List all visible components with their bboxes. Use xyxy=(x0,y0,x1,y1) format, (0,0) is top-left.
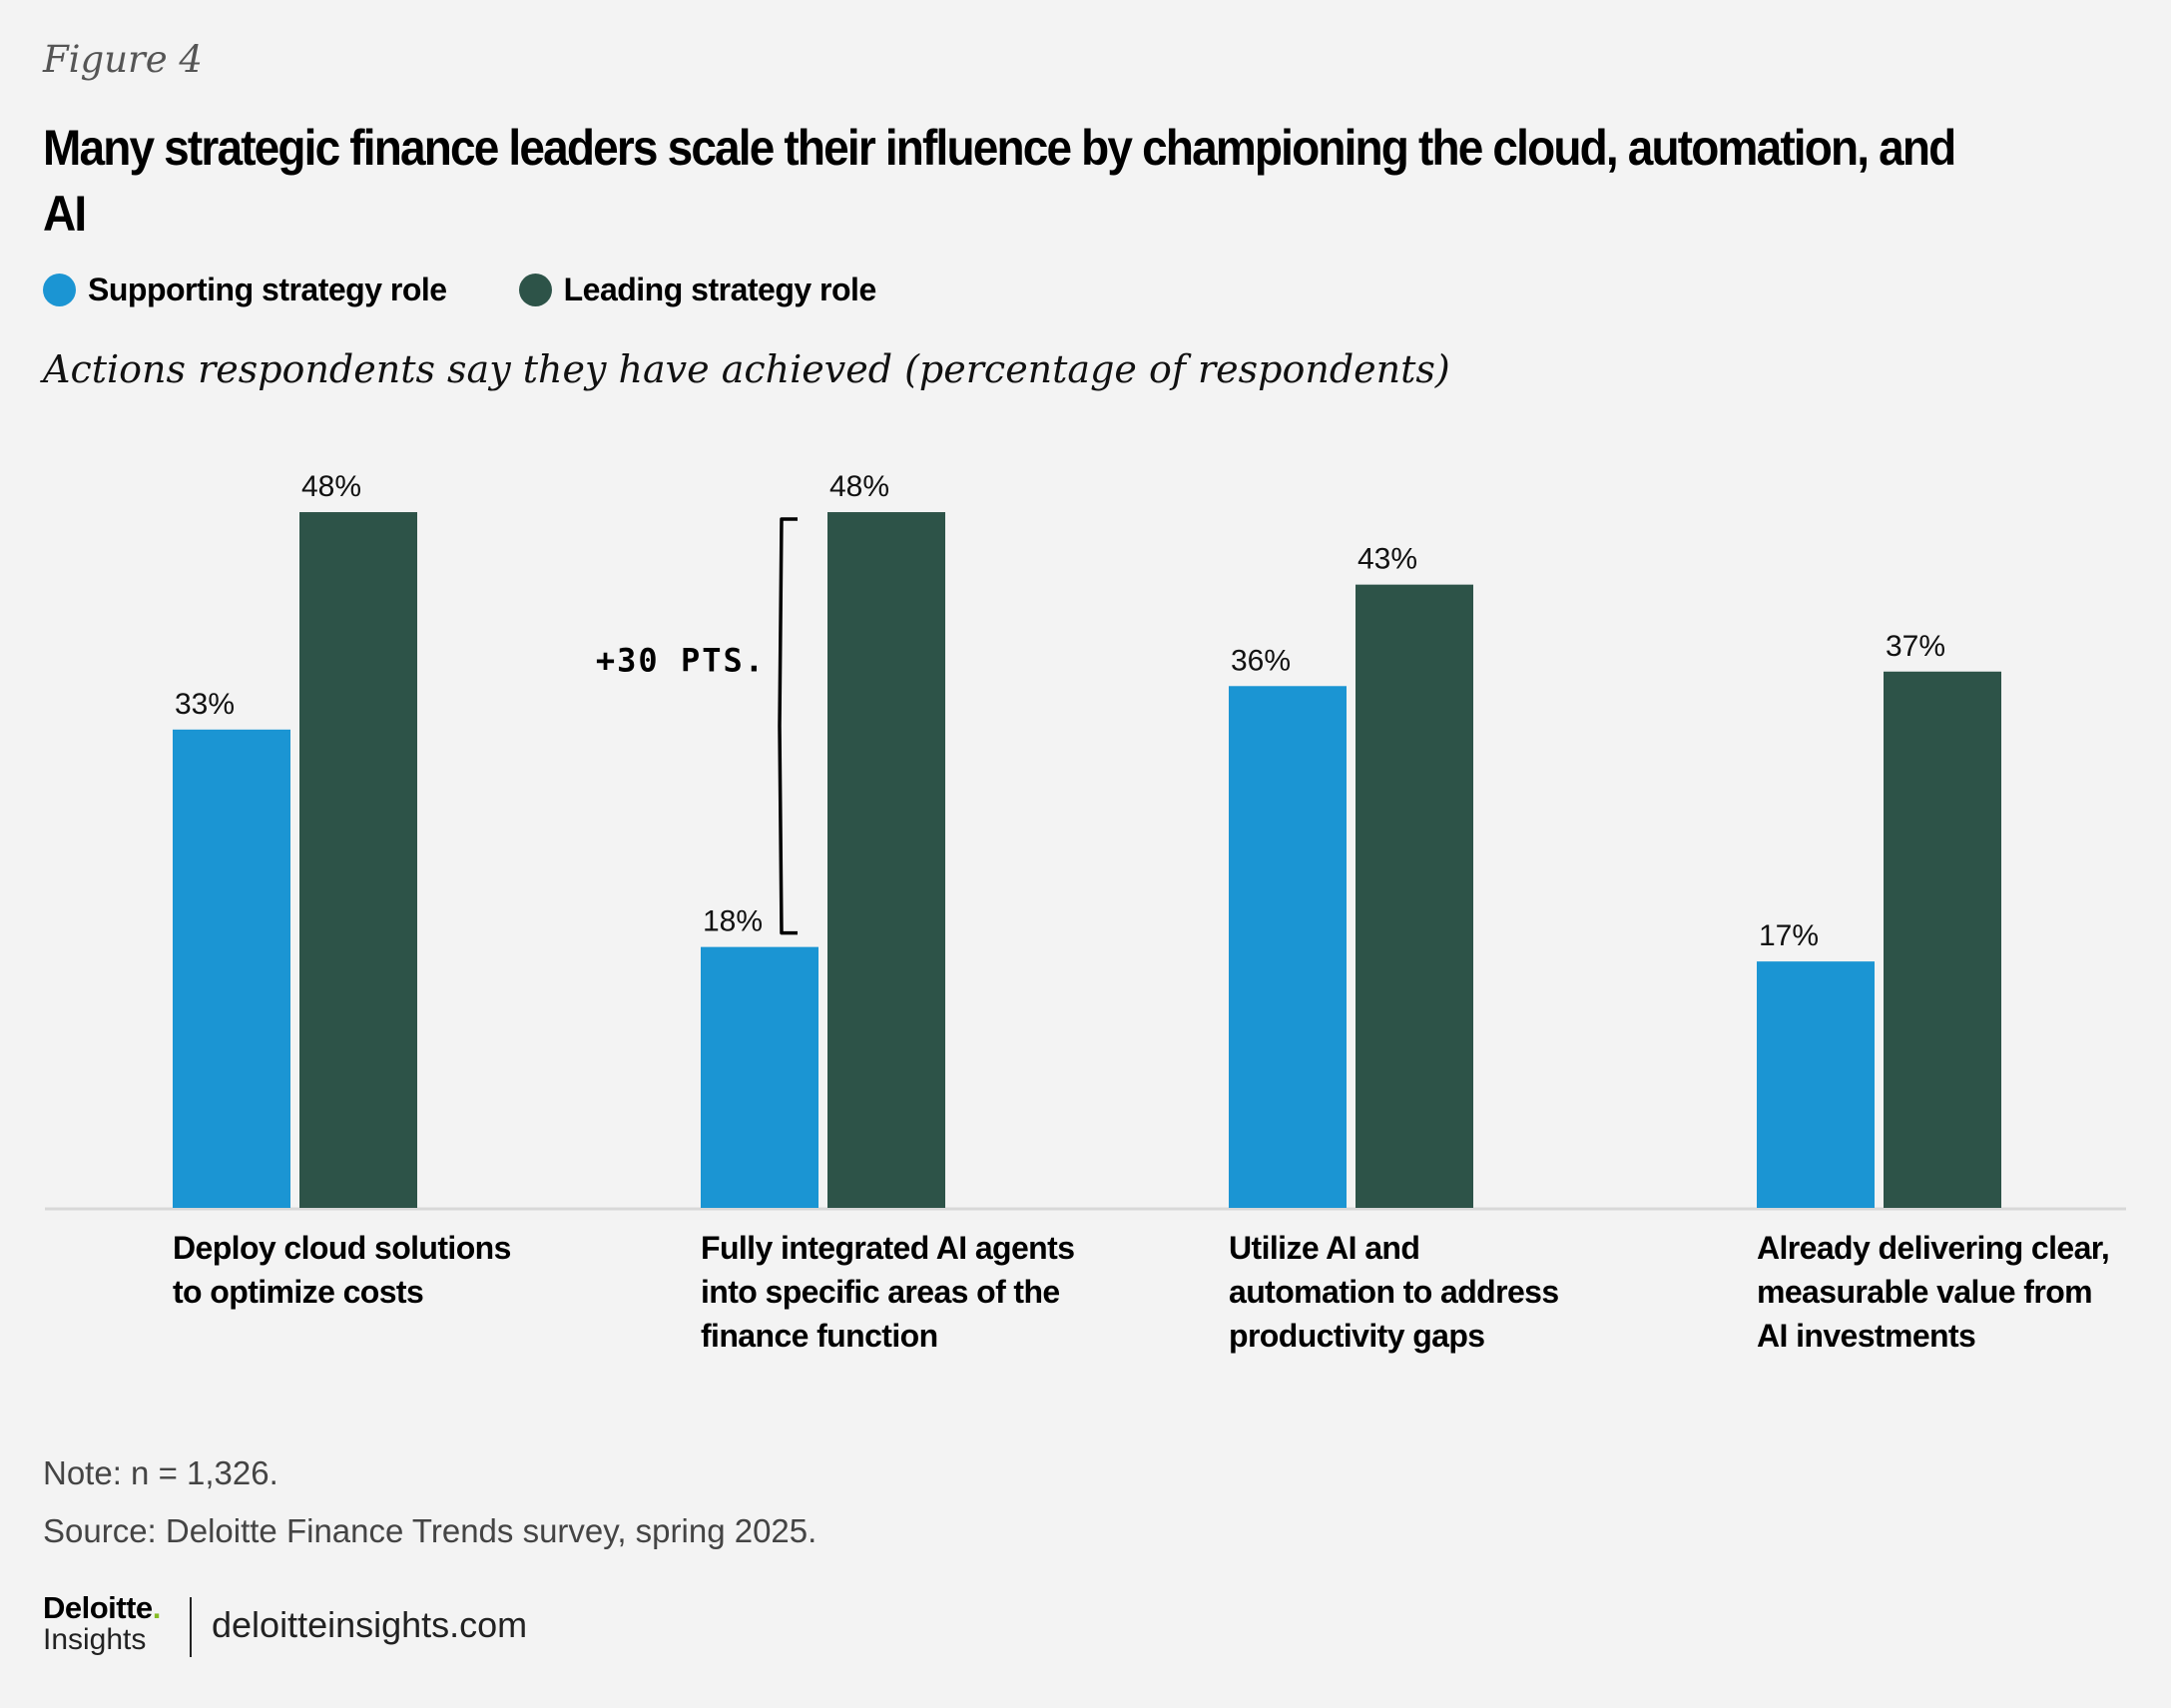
deloitte-logo: Deloitte. Insights xyxy=(43,1592,161,1656)
data-label-leading-1: 48% xyxy=(829,470,889,503)
category-label-line: to optimize costs xyxy=(173,1274,424,1310)
legend-item-supporting: Supporting strategy role xyxy=(43,272,447,308)
bar-leading-0 xyxy=(299,512,417,1208)
logo-sub: Insights xyxy=(43,1623,147,1656)
bar-supporting-1 xyxy=(701,946,818,1208)
category-label-line: Utilize AI and xyxy=(1229,1230,1420,1266)
category-label-line: AI investments xyxy=(1757,1318,1976,1354)
bar-leading-1 xyxy=(827,512,945,1208)
footer-divider xyxy=(190,1597,192,1657)
bar-chart: 33% 48% 18% 48% 36% 43% 17% 37% +30 PTS. xyxy=(45,470,2126,1211)
category-label-line: Fully integrated AI agents xyxy=(701,1230,1075,1266)
category-label-line: finance function xyxy=(701,1318,938,1354)
category-label-0: Deploy cloud solutions to optimize costs xyxy=(173,1226,552,1314)
category-label-line: productivity gaps xyxy=(1229,1318,1485,1354)
legend-swatch-supporting xyxy=(43,274,76,306)
category-label-line: Already delivering clear, xyxy=(1757,1230,2110,1266)
legend-label-supporting: Supporting strategy role xyxy=(88,272,447,307)
category-label-line: automation to address xyxy=(1229,1274,1559,1310)
data-label-supporting-1: 18% xyxy=(703,905,763,938)
bar-leading-3 xyxy=(1884,671,2001,1208)
bar-supporting-0 xyxy=(173,729,290,1208)
legend: Supporting strategy role Leading strateg… xyxy=(43,272,876,308)
logo-brand: Deloitte xyxy=(43,1590,153,1625)
category-label-1: Fully integrated AI agents into specific … xyxy=(701,1226,1080,1358)
legend-label-leading: Leading strategy role xyxy=(563,272,877,307)
chart-subtitle: Actions respondents say they have achiev… xyxy=(43,347,1450,391)
bar-supporting-2 xyxy=(1229,686,1347,1208)
annotation-bracket xyxy=(778,517,798,935)
data-label-leading-0: 48% xyxy=(301,470,361,503)
data-label-supporting-3: 17% xyxy=(1759,919,1819,952)
data-label-supporting-2: 36% xyxy=(1231,644,1291,677)
chart-title: Many strategic finance leaders scale the… xyxy=(43,120,1956,242)
legend-swatch-leading xyxy=(518,274,552,306)
category-label-line: measurable value from xyxy=(1757,1274,2093,1310)
footer-url[interactable]: deloitteinsights.com xyxy=(212,1604,528,1645)
category-label-3: Already delivering clear, measurable valu… xyxy=(1757,1226,2136,1358)
note-text: Note: n = 1,326. xyxy=(43,1454,278,1491)
data-label-supporting-0: 33% xyxy=(175,688,235,721)
source-text: Source: Deloitte Finance Trends survey, … xyxy=(43,1512,817,1549)
data-label-leading-3: 37% xyxy=(1886,630,1945,663)
bar-supporting-3 xyxy=(1757,961,1875,1208)
figure-label: Figure 4 xyxy=(43,38,203,81)
legend-item-leading: Leading strategy role xyxy=(518,272,877,308)
annotation-label: +30 PTS. xyxy=(596,641,766,679)
category-label-2: Utilize AI and automation to address produ… xyxy=(1229,1226,1608,1358)
data-label-leading-2: 43% xyxy=(1357,543,1417,576)
category-label-line: Deploy cloud solutions xyxy=(173,1230,511,1266)
logo-dot: . xyxy=(152,1590,162,1625)
category-label-line: into specific areas of the xyxy=(701,1274,1060,1310)
bar-leading-2 xyxy=(1356,584,1473,1208)
